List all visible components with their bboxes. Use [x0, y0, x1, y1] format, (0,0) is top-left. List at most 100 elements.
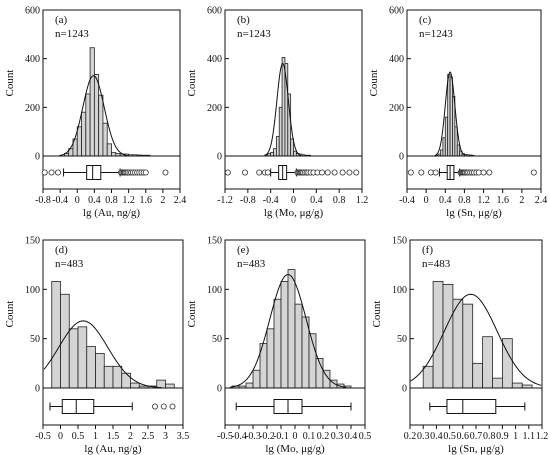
histogram-bar	[422, 365, 434, 389]
x-tick-label: 0.6	[457, 431, 470, 442]
outlier-point	[418, 169, 425, 176]
y-tick-label: 400	[207, 54, 222, 65]
x-tick-label: 1.1	[523, 431, 536, 442]
outlier-point	[160, 403, 167, 410]
sample-size-label: n=1243	[55, 28, 89, 40]
outlier-point	[432, 169, 439, 176]
box-iqr	[86, 165, 102, 180]
x-tick-label: 1.6	[140, 195, 153, 206]
histogram-bar	[121, 372, 131, 389]
y-tick-label: 100	[207, 285, 222, 296]
x-tick-label: -0.5	[35, 431, 51, 442]
histogram-bar	[76, 126, 82, 157]
panel-label: (d)	[55, 244, 68, 256]
x-tick-label: -0.4	[263, 195, 279, 206]
histogram-bar	[165, 383, 175, 389]
y-tick-label: 50	[30, 334, 40, 345]
x-tick-label: 0	[291, 195, 296, 206]
x-tick-label: 1	[93, 431, 98, 442]
histogram-bar	[93, 74, 100, 157]
x-tick-label: -0.4	[52, 195, 68, 206]
x-tick-label: 0.5	[443, 431, 456, 442]
panel-c: 0 200 400 600 -0.4 0 0.4 0.8 1.2 1.6 2 2.4 lg (Sn, μ…	[368, 6, 547, 220]
outlier-point	[169, 403, 176, 410]
x-tick-label: 0.2	[404, 431, 417, 442]
outlier-point	[339, 169, 346, 176]
x-tick-label: 0.9	[496, 431, 509, 442]
x-tick-label: 0.3	[417, 431, 430, 442]
y-tick-label: 600	[389, 6, 404, 17]
histogram-bar	[68, 328, 79, 389]
x-tick-label: -0.2	[259, 431, 275, 442]
histogram-bar	[432, 281, 444, 389]
histogram-bar	[85, 93, 91, 157]
panel-b: 0 200 400 600 -1.2 -0.8 -0.4 0 0.4 0.8 1.2 lg (Mo, …	[186, 6, 368, 220]
x-tick-label: 1.2	[356, 195, 369, 206]
histogram-bar	[245, 382, 254, 389]
panel-label: (a)	[55, 14, 68, 26]
outlier-point	[264, 169, 271, 176]
x-tick-label: -0.8	[240, 195, 256, 206]
histogram-bar	[102, 122, 108, 157]
histogram-bar	[95, 353, 105, 389]
outlier-point	[41, 169, 48, 176]
x-axis-label: lg (Sn, μg/g)	[446, 207, 502, 219]
x-tick-label: -0.4	[399, 195, 415, 206]
x-tick-label: -0.5	[217, 431, 233, 442]
y-axis-label: Count	[186, 70, 198, 97]
x-tick-label: 0	[75, 195, 80, 206]
panel-d: 0 50 100 150 -0.5 0 0.5 1 1.5 2 2.5 3 3.5 lg (Au, ng/…	[4, 236, 189, 455]
x-tick-label: 0.5	[72, 431, 85, 442]
x-tick-label: 0.5	[359, 431, 372, 442]
x-tick-label: 2	[519, 195, 524, 206]
histogram-bar	[106, 143, 112, 157]
y-tick-label: 400	[389, 54, 404, 65]
y-tick-label: 150	[392, 236, 407, 247]
histogram-bar	[266, 328, 275, 389]
y-tick-label: 50	[397, 334, 407, 345]
x-tick-label: 0.8	[333, 195, 346, 206]
histogram-bar	[278, 106, 283, 157]
histogram-bar	[273, 148, 277, 157]
histogram-bar	[482, 336, 493, 389]
histogram-bar	[294, 303, 303, 389]
outlier-point	[346, 169, 353, 176]
outlier-point	[530, 169, 537, 176]
y-tick-label: 0	[399, 152, 404, 163]
histogram-bar	[287, 269, 296, 389]
x-tick-label: 1.2	[122, 195, 135, 206]
y-tick-label: 400	[25, 54, 40, 65]
histogram-bar	[112, 365, 123, 389]
sample-size-label: n=483	[422, 258, 451, 270]
y-tick-label: 600	[207, 6, 222, 17]
panel-label: (e)	[237, 244, 250, 256]
x-tick-label: 0.8	[483, 431, 496, 442]
histogram-bar	[89, 47, 95, 157]
outlier-point	[480, 169, 487, 176]
histogram-bar	[270, 151, 274, 157]
x-tick-label: -0.8	[35, 195, 51, 206]
x-tick-label: 0.4	[88, 195, 101, 206]
y-tick-label: 0	[35, 384, 40, 395]
histogram-bar	[293, 150, 297, 157]
histogram-bar	[252, 369, 261, 389]
x-tick-label: 1	[513, 431, 518, 442]
y-tick-label: 100	[25, 285, 40, 296]
y-tick-label: 100	[392, 285, 407, 296]
y-tick-label: 50	[212, 334, 222, 345]
histogram-bar	[111, 151, 117, 157]
boxplot-frame	[406, 155, 542, 190]
outlier-point	[54, 169, 61, 176]
y-tick-label: 0	[35, 152, 40, 163]
histogram-bar	[511, 382, 523, 389]
x-tick-label: -0.3	[245, 431, 261, 442]
panel-f: 0 50 100 150 0.2 0.3 0.4 0.5 0.6 0.7 0.8 0.9 1 1.1 1.2…	[371, 236, 548, 455]
y-tick-label: 150	[207, 236, 222, 247]
histogram-bar	[77, 326, 88, 389]
y-tick-label: 150	[25, 236, 40, 247]
outlier-point	[224, 169, 231, 176]
y-axis-label: Count	[4, 301, 16, 328]
sample-size-label: n=1243	[419, 28, 453, 40]
